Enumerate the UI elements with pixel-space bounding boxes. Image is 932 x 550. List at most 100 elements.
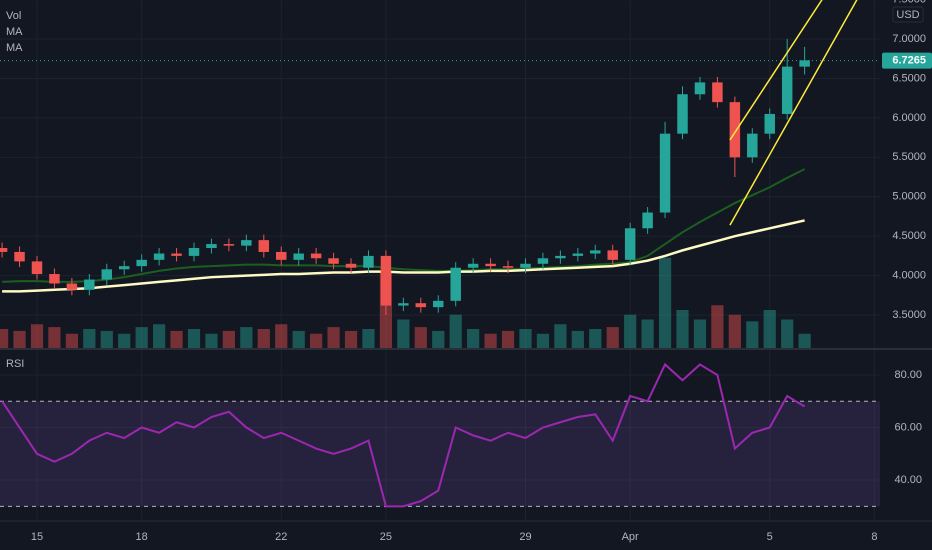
volume-bar — [501, 330, 515, 348]
candle-body — [502, 266, 514, 268]
candle-body — [241, 240, 252, 246]
candle-body — [14, 251, 25, 262]
candle-body — [136, 259, 147, 267]
volume-bar — [798, 333, 811, 348]
volume-bar — [65, 333, 78, 348]
legend-ma: MA — [6, 42, 23, 54]
y-tick-label: 6.5000 — [892, 72, 926, 84]
candle-body — [485, 263, 496, 267]
volume-bar — [606, 327, 619, 348]
volume-bar — [624, 314, 637, 348]
volume-bar — [781, 319, 794, 348]
candle-body — [642, 212, 653, 229]
last-price-label: 6.7265 — [892, 55, 926, 67]
volume-bar — [344, 330, 358, 348]
volume-bar — [536, 333, 550, 348]
candle-body — [188, 248, 200, 256]
candle-body — [380, 255, 392, 306]
candle-body — [450, 267, 461, 301]
volume-bar — [257, 329, 270, 348]
x-tick-label: 25 — [380, 531, 392, 543]
volume-bar — [432, 330, 445, 348]
volume-bar — [100, 330, 113, 348]
legend-ma: MA — [6, 26, 23, 38]
candle-body — [433, 300, 444, 308]
volume-bar — [153, 324, 166, 348]
volume-bar — [449, 314, 462, 348]
y-tick-label: 5.5000 — [892, 151, 926, 163]
x-tick-label: 18 — [136, 531, 148, 543]
x-tick-label: Apr — [622, 531, 639, 543]
volume-bar — [711, 305, 724, 348]
volume-bar — [13, 330, 26, 348]
y-tick-label: 7.5000 — [892, 0, 926, 6]
candle-body — [276, 251, 287, 260]
currency-box — [892, 6, 924, 23]
volume-bar — [327, 327, 340, 348]
y-tick-label: 3.5000 — [892, 309, 926, 321]
volume-bar — [484, 333, 497, 348]
x-tick-label: 5 — [767, 531, 773, 543]
y-tick-label: 80.00 — [894, 369, 922, 381]
legend-rsi: RSI — [6, 358, 24, 370]
y-tick-label: 5.0000 — [892, 191, 926, 203]
candle-body — [153, 253, 165, 260]
last-price-box — [882, 52, 932, 69]
moving-average — [2, 219, 805, 293]
candle-body — [101, 269, 113, 280]
volume-bar — [135, 327, 148, 348]
candle-body — [363, 255, 374, 268]
candle-body — [624, 228, 636, 260]
currency: USD — [896, 9, 919, 21]
candle-body — [345, 263, 357, 268]
volume-bar — [589, 329, 602, 348]
candle-body — [258, 240, 270, 252]
candle-body — [398, 303, 409, 306]
volume-bar — [467, 329, 480, 348]
volume-bar — [0, 329, 9, 348]
volume-bar — [519, 329, 532, 348]
candle-body — [293, 253, 304, 260]
x-tick-label: 15 — [31, 531, 43, 543]
candle-body — [415, 303, 427, 308]
rsi-band — [0, 401, 880, 507]
y-tick-label: 7.0000 — [892, 33, 926, 45]
volume-bar — [83, 329, 96, 348]
volume-bar — [240, 327, 253, 348]
candle-body — [607, 250, 618, 260]
y-tick-label: 4.0000 — [892, 270, 926, 282]
volume-bar — [118, 333, 131, 348]
volume-bar — [763, 310, 776, 348]
candle-body — [310, 253, 322, 259]
x-tick-label: 22 — [275, 531, 287, 543]
volume-bar — [554, 324, 567, 348]
volume-bar — [658, 257, 672, 348]
volume-bar — [48, 327, 61, 348]
candle-body — [49, 274, 60, 284]
candle-body — [659, 133, 671, 213]
candle-body — [118, 266, 130, 270]
candle-body — [747, 133, 758, 158]
candle-body — [66, 283, 78, 290]
x-tick-label: 8 — [871, 531, 877, 543]
volume-bar — [414, 327, 427, 348]
volume-bar — [641, 319, 654, 348]
volume-bar — [30, 324, 44, 348]
candle-body — [799, 60, 810, 67]
candle-body — [764, 113, 775, 134]
volume-bar — [571, 330, 584, 348]
volume-bar — [187, 329, 201, 348]
candle-body — [467, 263, 479, 268]
legend-volume: Vol — [6, 10, 21, 22]
trend-line — [729, 0, 823, 141]
candle-body — [555, 255, 566, 259]
volume-bar — [292, 330, 305, 348]
candle-body — [223, 244, 235, 246]
y-tick-label: 40.00 — [894, 474, 922, 486]
candle-body — [0, 248, 8, 252]
volume-bar — [397, 319, 410, 348]
